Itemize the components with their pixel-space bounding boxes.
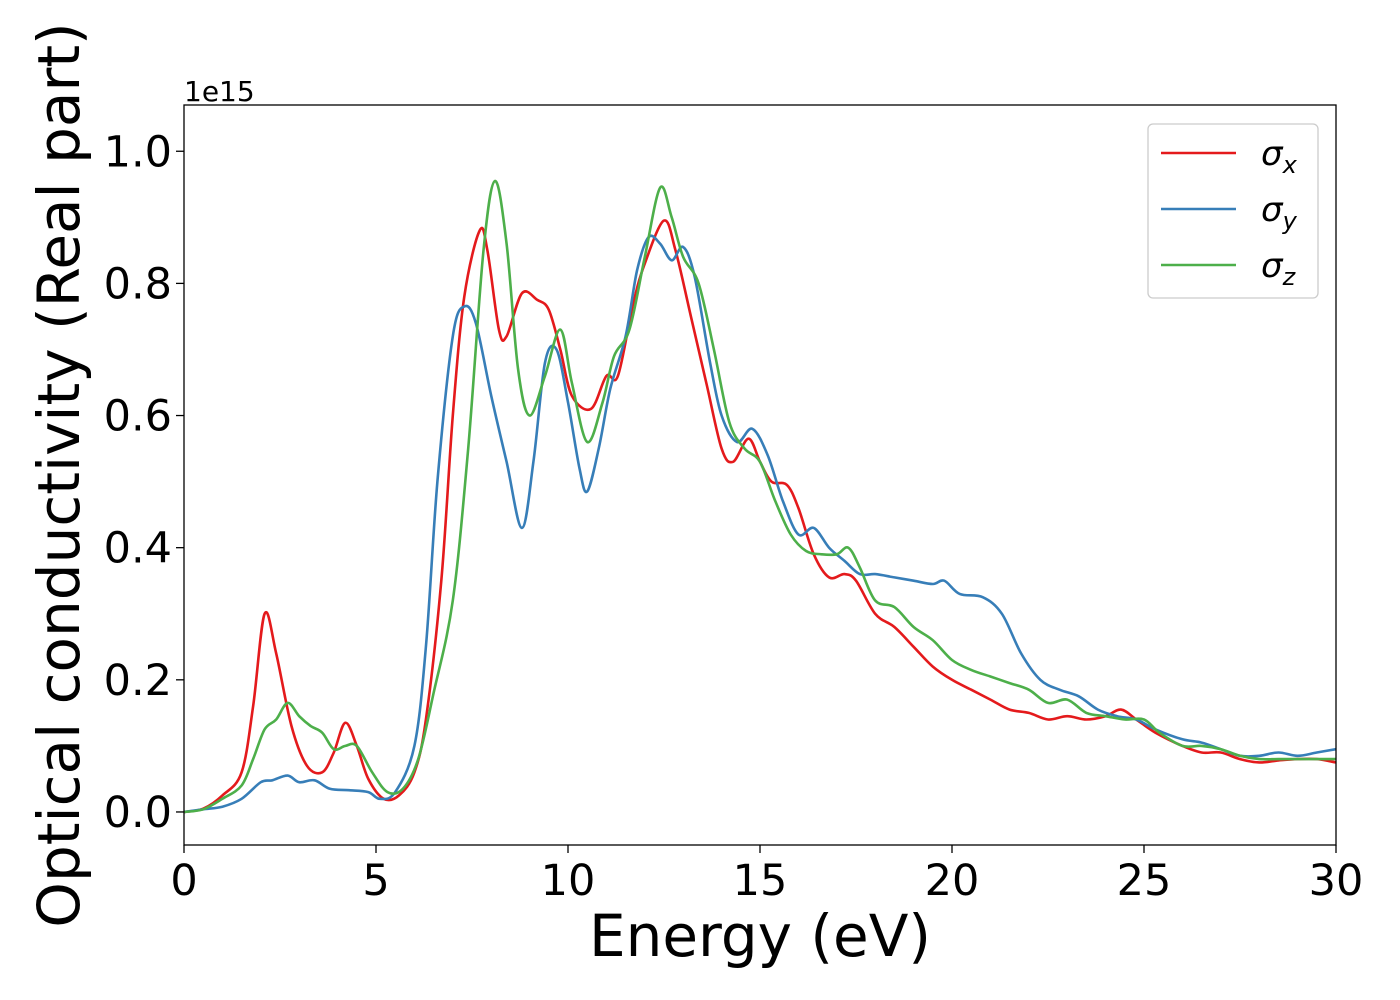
y-tick-label: 0.2 — [104, 656, 172, 706]
x-tick-label: 15 — [733, 856, 788, 906]
y-tick-label: 1.0 — [104, 127, 172, 177]
series-layer — [184, 179, 1336, 814]
series-line-y — [184, 234, 1336, 814]
x-tick-label: 0 — [170, 856, 197, 906]
y-axis-label: Optical conductivity (Real part) — [25, 22, 93, 927]
y-ticks: 0.0 0.2 0.4 0.6 0.8 1.0 — [104, 127, 184, 838]
series-line-x — [184, 219, 1336, 814]
x-ticks: 0 5 10 15 20 25 30 — [170, 845, 1363, 906]
y-offset-label: 1e15 — [184, 75, 255, 108]
x-tick-label: 10 — [541, 856, 596, 906]
x-tick-label: 25 — [1117, 856, 1172, 906]
x-tick-label: 30 — [1309, 856, 1364, 906]
x-tick-label: 20 — [925, 856, 980, 906]
series-line-z — [184, 179, 1336, 814]
y-tick-label: 0.0 — [104, 788, 172, 838]
y-tick-label: 0.6 — [104, 392, 172, 442]
x-tick-label: 5 — [362, 856, 389, 906]
y-tick-label: 0.8 — [104, 259, 172, 309]
legend-frame — [1147, 123, 1319, 299]
y-tick-label: 0.4 — [104, 524, 172, 574]
x-axis-label: Energy (eV) — [589, 902, 931, 970]
